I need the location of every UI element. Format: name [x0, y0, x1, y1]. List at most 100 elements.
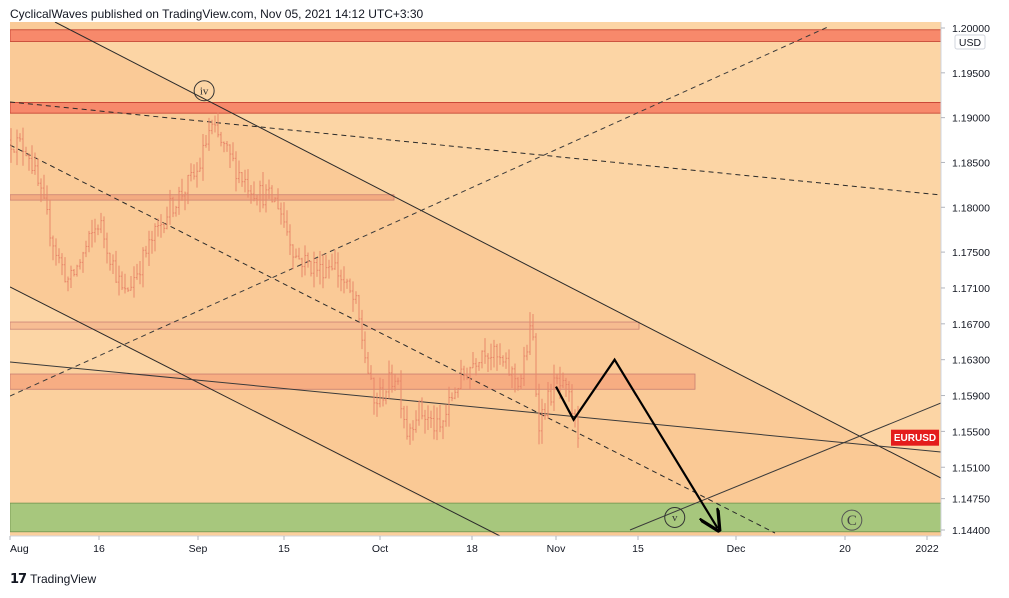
price-tick: 1.14750	[941, 494, 990, 506]
candle	[519, 373, 523, 390]
time-tick: 15	[632, 536, 644, 555]
time-axis[interactable]: Aug 16 Sep 15 Oct 18 Nov 15 Dec 20 2022	[9, 536, 939, 555]
price-axis[interactable]: 1.20000 1.19500 1.19000 1.18500 1.18000 1.175…	[941, 23, 990, 537]
candle	[270, 185, 274, 203]
candle	[168, 189, 172, 225]
candle	[345, 278, 349, 289]
tradingview-logo-icon[interactable]: 𝟭𝟳	[10, 571, 27, 586]
candle	[402, 405, 406, 429]
candle	[198, 157, 202, 172]
candle	[90, 219, 94, 248]
candle	[372, 377, 376, 415]
candle	[228, 144, 232, 168]
candle	[363, 331, 367, 364]
candle	[30, 145, 34, 174]
candle	[255, 194, 259, 206]
candle	[153, 223, 157, 252]
candle	[507, 349, 511, 376]
svg-text:1.19000: 1.19000	[952, 113, 990, 125]
candle	[522, 346, 526, 386]
candle	[186, 174, 190, 205]
candle	[204, 135, 208, 148]
candle	[435, 407, 439, 441]
candle	[282, 202, 286, 228]
footer-brand[interactable]: TradingView	[30, 572, 97, 586]
candle	[570, 384, 574, 416]
svg-text:Sep: Sep	[189, 543, 208, 555]
candle	[264, 184, 268, 213]
candle	[396, 377, 400, 385]
symbol-badge[interactable]: EURUSD	[891, 429, 939, 446]
candle	[57, 248, 61, 264]
candle	[303, 245, 307, 276]
candle	[492, 339, 496, 368]
candle	[468, 366, 472, 389]
wedge-lower-trendline	[10, 361, 941, 453]
candle	[12, 148, 16, 153]
candle	[420, 397, 424, 420]
svg-text:1.14750: 1.14750	[952, 494, 990, 506]
time-tick: Oct	[372, 536, 388, 555]
price-tick: 1.17100	[941, 283, 990, 295]
candle	[273, 197, 277, 203]
candle	[78, 259, 82, 270]
channel-upper-line	[54, 22, 941, 479]
symbol-label: EURUSD	[894, 433, 936, 444]
candle	[120, 271, 124, 291]
candle	[555, 373, 559, 385]
candle	[318, 251, 322, 285]
candle	[93, 218, 97, 243]
svg-text:1.15100: 1.15100	[952, 462, 990, 474]
candle	[411, 420, 415, 441]
candle	[150, 230, 154, 254]
candle	[339, 269, 343, 292]
resistance-zone-1.1910	[10, 102, 941, 114]
candle	[165, 206, 169, 230]
currency-label: USD	[959, 37, 982, 49]
candle	[108, 252, 112, 271]
candle	[42, 174, 46, 199]
candle	[486, 353, 490, 373]
candle	[288, 224, 292, 255]
candle	[114, 250, 118, 283]
wave-label-C: C	[841, 509, 863, 531]
candle	[321, 254, 325, 289]
candle	[192, 164, 196, 180]
price-chart[interactable]: iv v C 1.20000 1.19500 1.19000 1.18500 1.18000…	[0, 0, 1009, 568]
candle	[447, 386, 451, 427]
candle	[45, 185, 49, 215]
candle	[315, 258, 319, 277]
candle	[96, 224, 100, 236]
candle	[537, 383, 541, 445]
candle	[27, 153, 31, 171]
channel-lower-line	[10, 286, 501, 536]
time-tick: 18	[466, 536, 478, 555]
candle	[141, 247, 145, 288]
candle	[375, 392, 379, 417]
candle	[384, 390, 388, 405]
candle	[144, 245, 148, 258]
candle	[276, 188, 280, 210]
svg-text:v: v	[672, 512, 678, 524]
publisher-caption: CyclicalWaves published on TradingView.c…	[10, 7, 424, 21]
svg-text:C: C	[847, 513, 857, 529]
candle	[258, 180, 262, 213]
candle	[462, 365, 466, 381]
candle	[312, 251, 316, 288]
time-tick: 16	[93, 536, 105, 555]
candle	[432, 405, 436, 440]
svg-text:Nov: Nov	[547, 543, 566, 555]
candle	[333, 249, 337, 270]
candle	[243, 169, 247, 193]
candle	[117, 265, 121, 296]
candle	[528, 312, 532, 356]
channel-midline-dashed	[10, 144, 776, 534]
svg-text:1.20000: 1.20000	[952, 23, 990, 35]
candle	[336, 252, 340, 288]
candle	[138, 261, 142, 285]
wave-label-v: v	[664, 506, 686, 528]
rising-support-trendline	[629, 402, 941, 531]
svg-text:Aug: Aug	[10, 543, 29, 555]
candle	[540, 398, 544, 444]
price-tick: 1.18500	[941, 157, 990, 169]
